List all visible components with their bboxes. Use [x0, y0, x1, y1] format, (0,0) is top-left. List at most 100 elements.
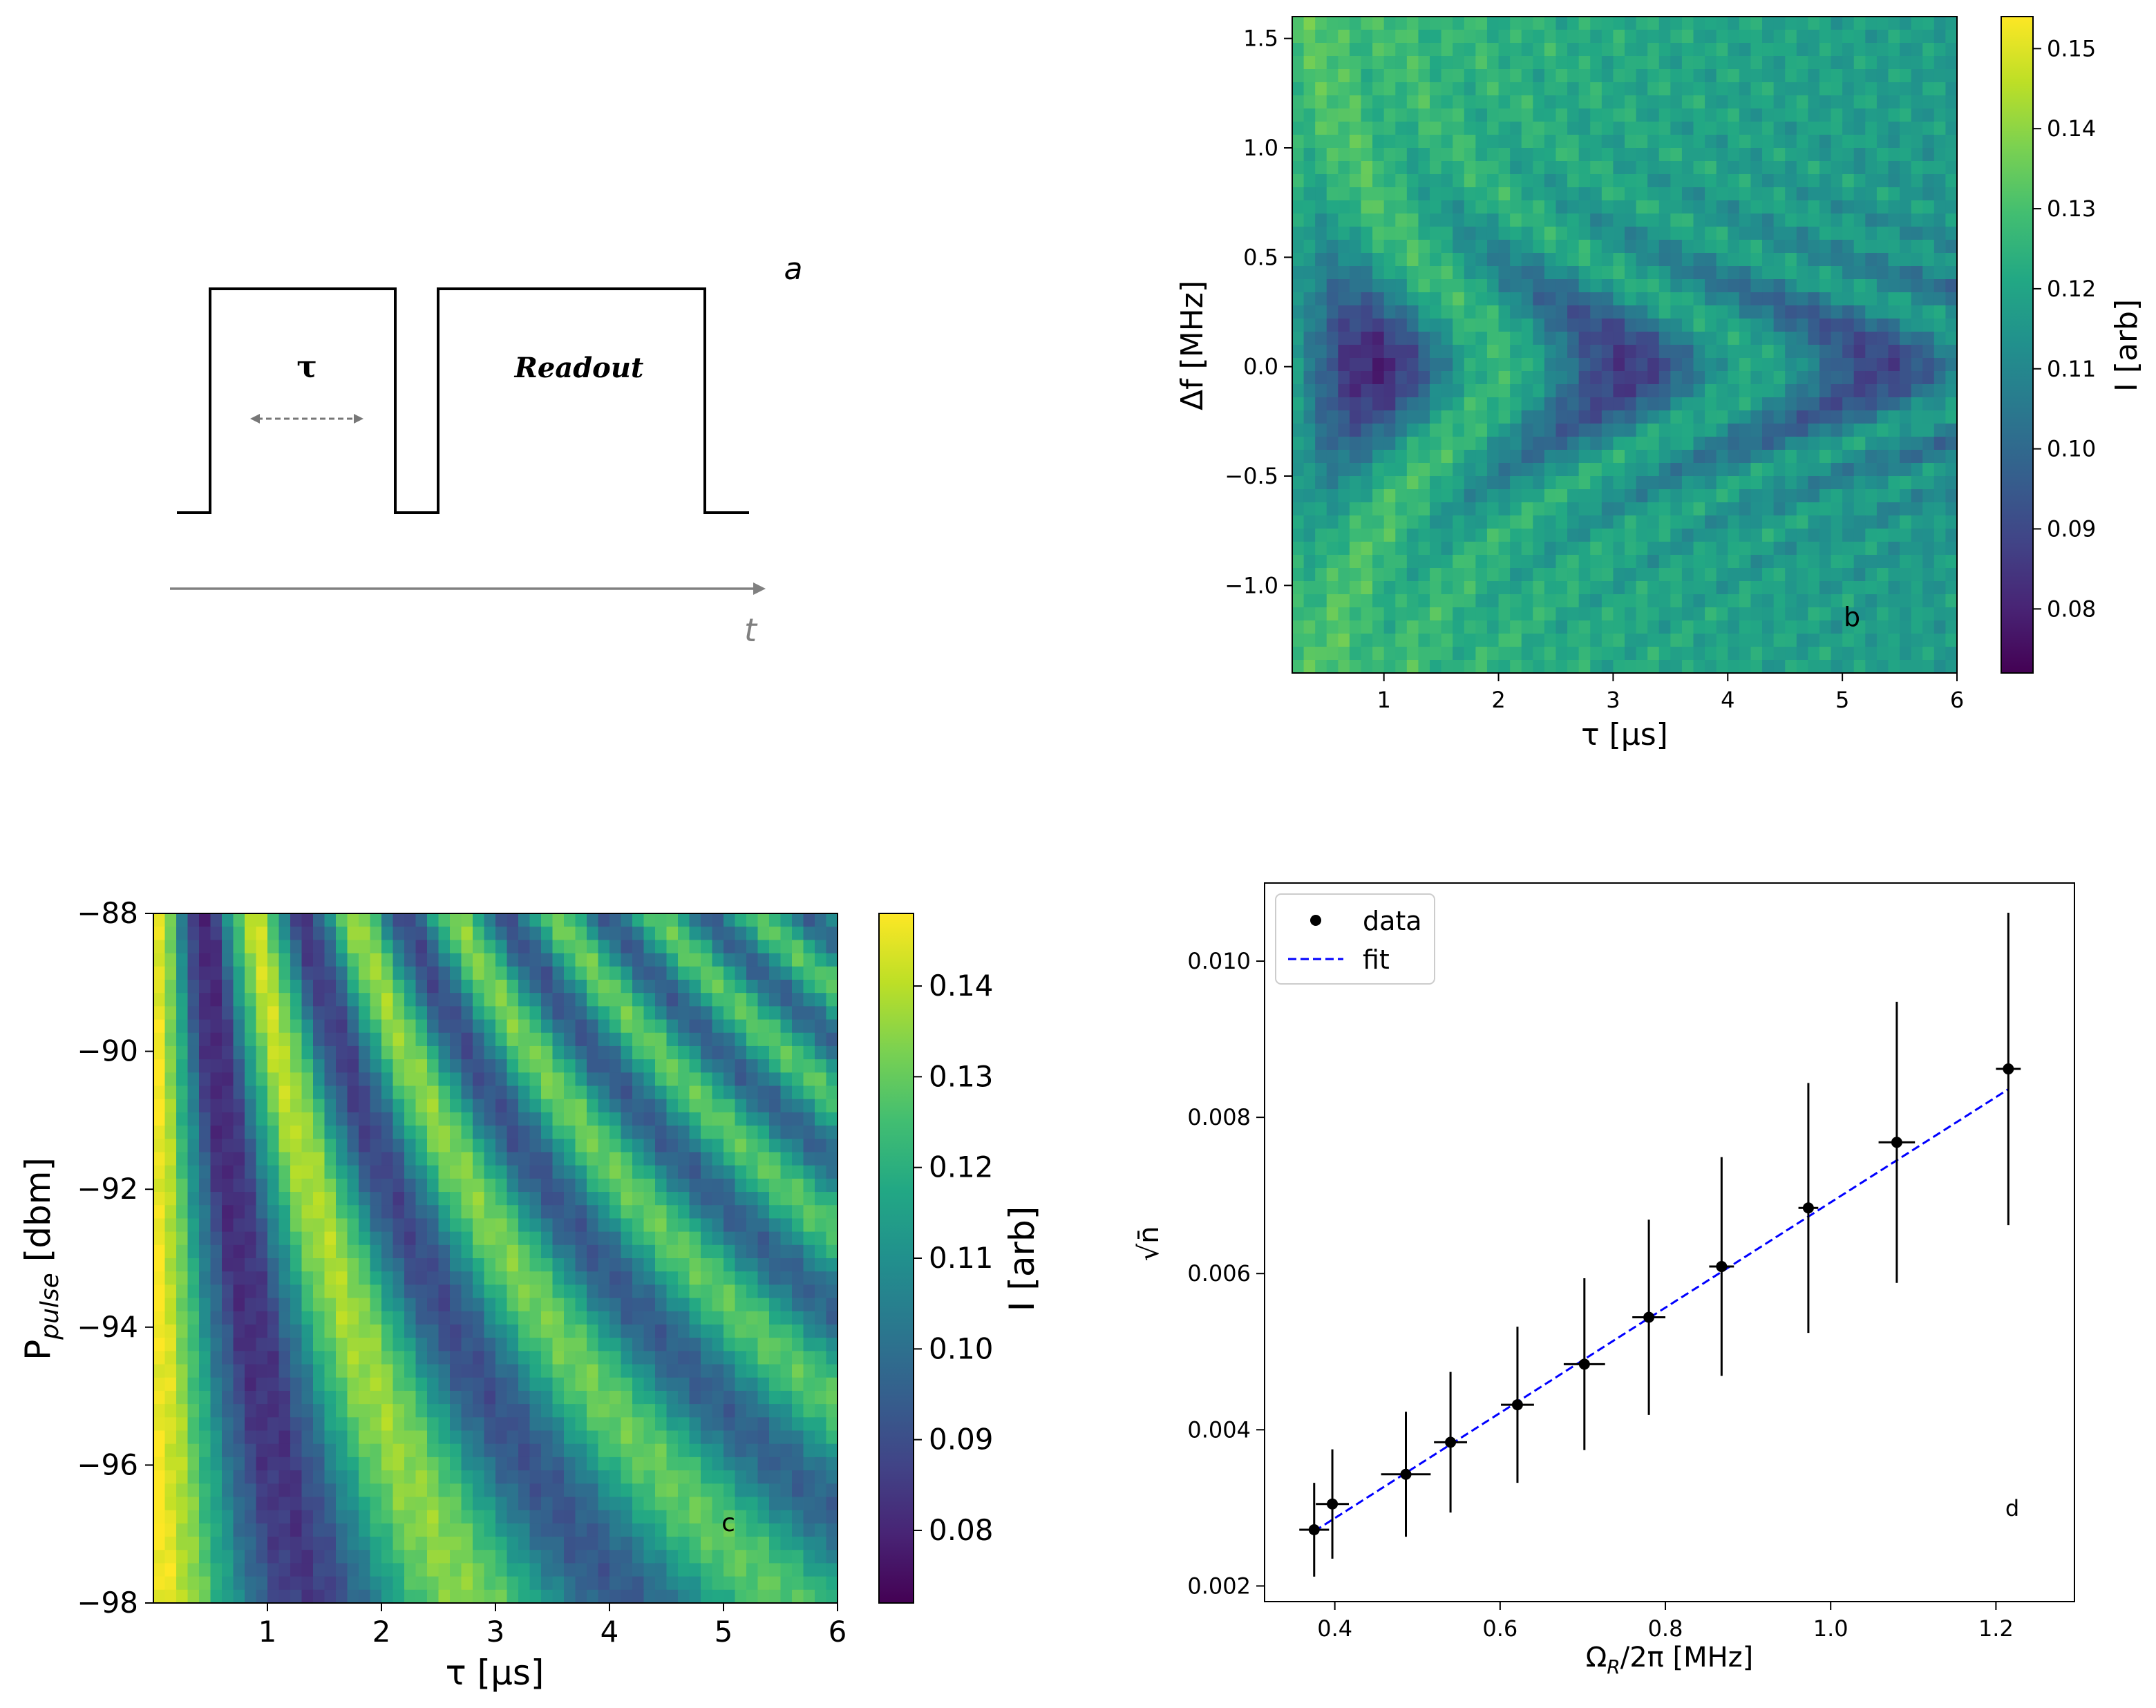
heatmap-b-cell [1933, 135, 1947, 149]
heatmap-b-cell [1338, 108, 1350, 122]
heatmap-b-cell [1796, 568, 1808, 582]
heatmap-c-cell [199, 1218, 211, 1233]
heatmap-b-cell [1590, 607, 1602, 621]
heatmap-c-cell [347, 1085, 359, 1100]
heatmap-b-cell [1842, 292, 1855, 306]
heatmap-c-cell [347, 966, 359, 980]
heatmap-b-cell [1808, 568, 1820, 582]
heatmap-b-cell [1430, 240, 1442, 254]
heatmap-b-cell [1658, 450, 1671, 464]
heatmap-b-cell [1831, 135, 1843, 149]
heatmap-c-cell [552, 1045, 565, 1060]
heatmap-b-cell [1372, 594, 1385, 608]
heatmap-b-cell [1922, 397, 1935, 411]
heatmap-b-cell [1705, 489, 1717, 503]
heatmap-c-cell [815, 966, 827, 980]
heatmap-c-cell [792, 1271, 804, 1285]
heatmap-c-cell [564, 1099, 576, 1113]
heatmap-b-cell [1338, 253, 1350, 267]
heatmap-b-cell [1601, 43, 1614, 57]
heatmap-b-cell [1922, 634, 1935, 647]
heatmap-c-cell [176, 1298, 189, 1312]
heatmap-c-cell [826, 1126, 838, 1139]
heatmap-c-cell [746, 1324, 759, 1338]
heatmap-b-cell [1625, 292, 1637, 306]
heatmap-b-cell [1326, 345, 1339, 359]
heatmap-b-cell [1625, 345, 1637, 359]
heatmap-b-cell [1372, 437, 1385, 450]
heatmap-b-cell [1888, 332, 1900, 345]
heatmap-b-cell [1486, 437, 1500, 450]
heatmap-c-cell [507, 993, 519, 1007]
heatmap-b-cell [1808, 253, 1820, 267]
heatmap-b-cell [1464, 581, 1476, 595]
heatmap-b-cell [1372, 371, 1385, 385]
heatmap-b-cell [1625, 319, 1637, 332]
heatmap-b-cell [1315, 305, 1327, 319]
heatmap-b-cell [1453, 515, 1465, 529]
heatmap-c-cell [359, 1218, 371, 1233]
heatmap-b-cell [1900, 253, 1912, 267]
heatmap-b-cell [1441, 437, 1453, 450]
heatmap-b-cell [1361, 240, 1373, 254]
heatmap-b-cell [1567, 358, 1580, 372]
heatmap-b-cell [1785, 529, 1797, 542]
heatmap-c-cell [621, 1205, 633, 1220]
heatmap-b-cell [1453, 122, 1465, 135]
heatmap-b-cell [1842, 424, 1855, 437]
heatmap-b-cell [1658, 30, 1671, 44]
heatmap-b-cell [1521, 174, 1533, 188]
heatmap-b-cell [1796, 30, 1808, 44]
heatmap-b-cell [1613, 555, 1625, 569]
heatmap-c-cell [301, 1099, 314, 1113]
heatmap-b-cell [1670, 581, 1683, 595]
heatmap-b-cell [1590, 305, 1602, 319]
heatmap-c-cell [803, 1338, 815, 1351]
colorbar-b-tick-label: 0.13 [2047, 196, 2096, 222]
heatmap-b-cell [1303, 410, 1316, 424]
heatmap-b-cell [1876, 463, 1889, 477]
heatmap-b-cell [1808, 424, 1820, 437]
heatmap-b-cell [1567, 279, 1580, 293]
heatmap-b-cell [1533, 607, 1545, 621]
heatmap-b-cell [1808, 397, 1820, 411]
heatmap-b-cell [1705, 502, 1717, 516]
heatmap-c-cell [301, 1045, 314, 1060]
heatmap-c-cell [301, 993, 314, 1007]
heatmap-c-cell [826, 953, 838, 967]
heatmap-b-cell [1945, 489, 1958, 503]
heatmap-b-cell [1750, 634, 1763, 647]
heatmap-b-cell [1486, 384, 1500, 398]
heatmap-b-cell [1670, 279, 1683, 293]
heatmap-c-cell [815, 1152, 827, 1166]
heatmap-b-cell [1853, 634, 1866, 647]
heatmap-b-cell [1418, 30, 1430, 44]
heatmap-b-cell [1486, 515, 1500, 529]
heatmap-b-cell [1670, 227, 1683, 240]
heatmap-c-cell [290, 1085, 303, 1100]
heatmap-b-cell [1383, 266, 1396, 280]
heatmap-c-cell [678, 1045, 690, 1060]
heatmap-b-cell [1693, 56, 1705, 70]
heatmap-c-cell [655, 1311, 668, 1325]
heatmap-c-cell [655, 993, 668, 1007]
heatmap-b-cell [1349, 279, 1362, 293]
heatmap-b-cell [1326, 594, 1339, 608]
heatmap-b-cell [1430, 345, 1442, 359]
heatmap-b-cell [1681, 174, 1694, 188]
heatmap-c-cell [746, 1205, 759, 1220]
heatmap-b-cell [1693, 253, 1705, 267]
heatmap-b-cell [1876, 634, 1889, 647]
heatmap-c-cell [187, 1006, 200, 1021]
heatmap-b-cell [1647, 292, 1660, 306]
heatmap-c-cell [792, 940, 804, 954]
heatmap-b-cell [1590, 227, 1602, 240]
heatmap-c-cell [689, 1284, 701, 1299]
heatmap-c-cell [826, 927, 838, 940]
heatmap-b-cell [1647, 410, 1660, 424]
heatmap-c-cell [336, 1218, 348, 1233]
heatmap-b-cell [1716, 594, 1728, 608]
heatmap-b-cell [1475, 95, 1488, 109]
heatmap-b-cell [1853, 450, 1866, 464]
heatmap-c-cell [803, 940, 815, 954]
